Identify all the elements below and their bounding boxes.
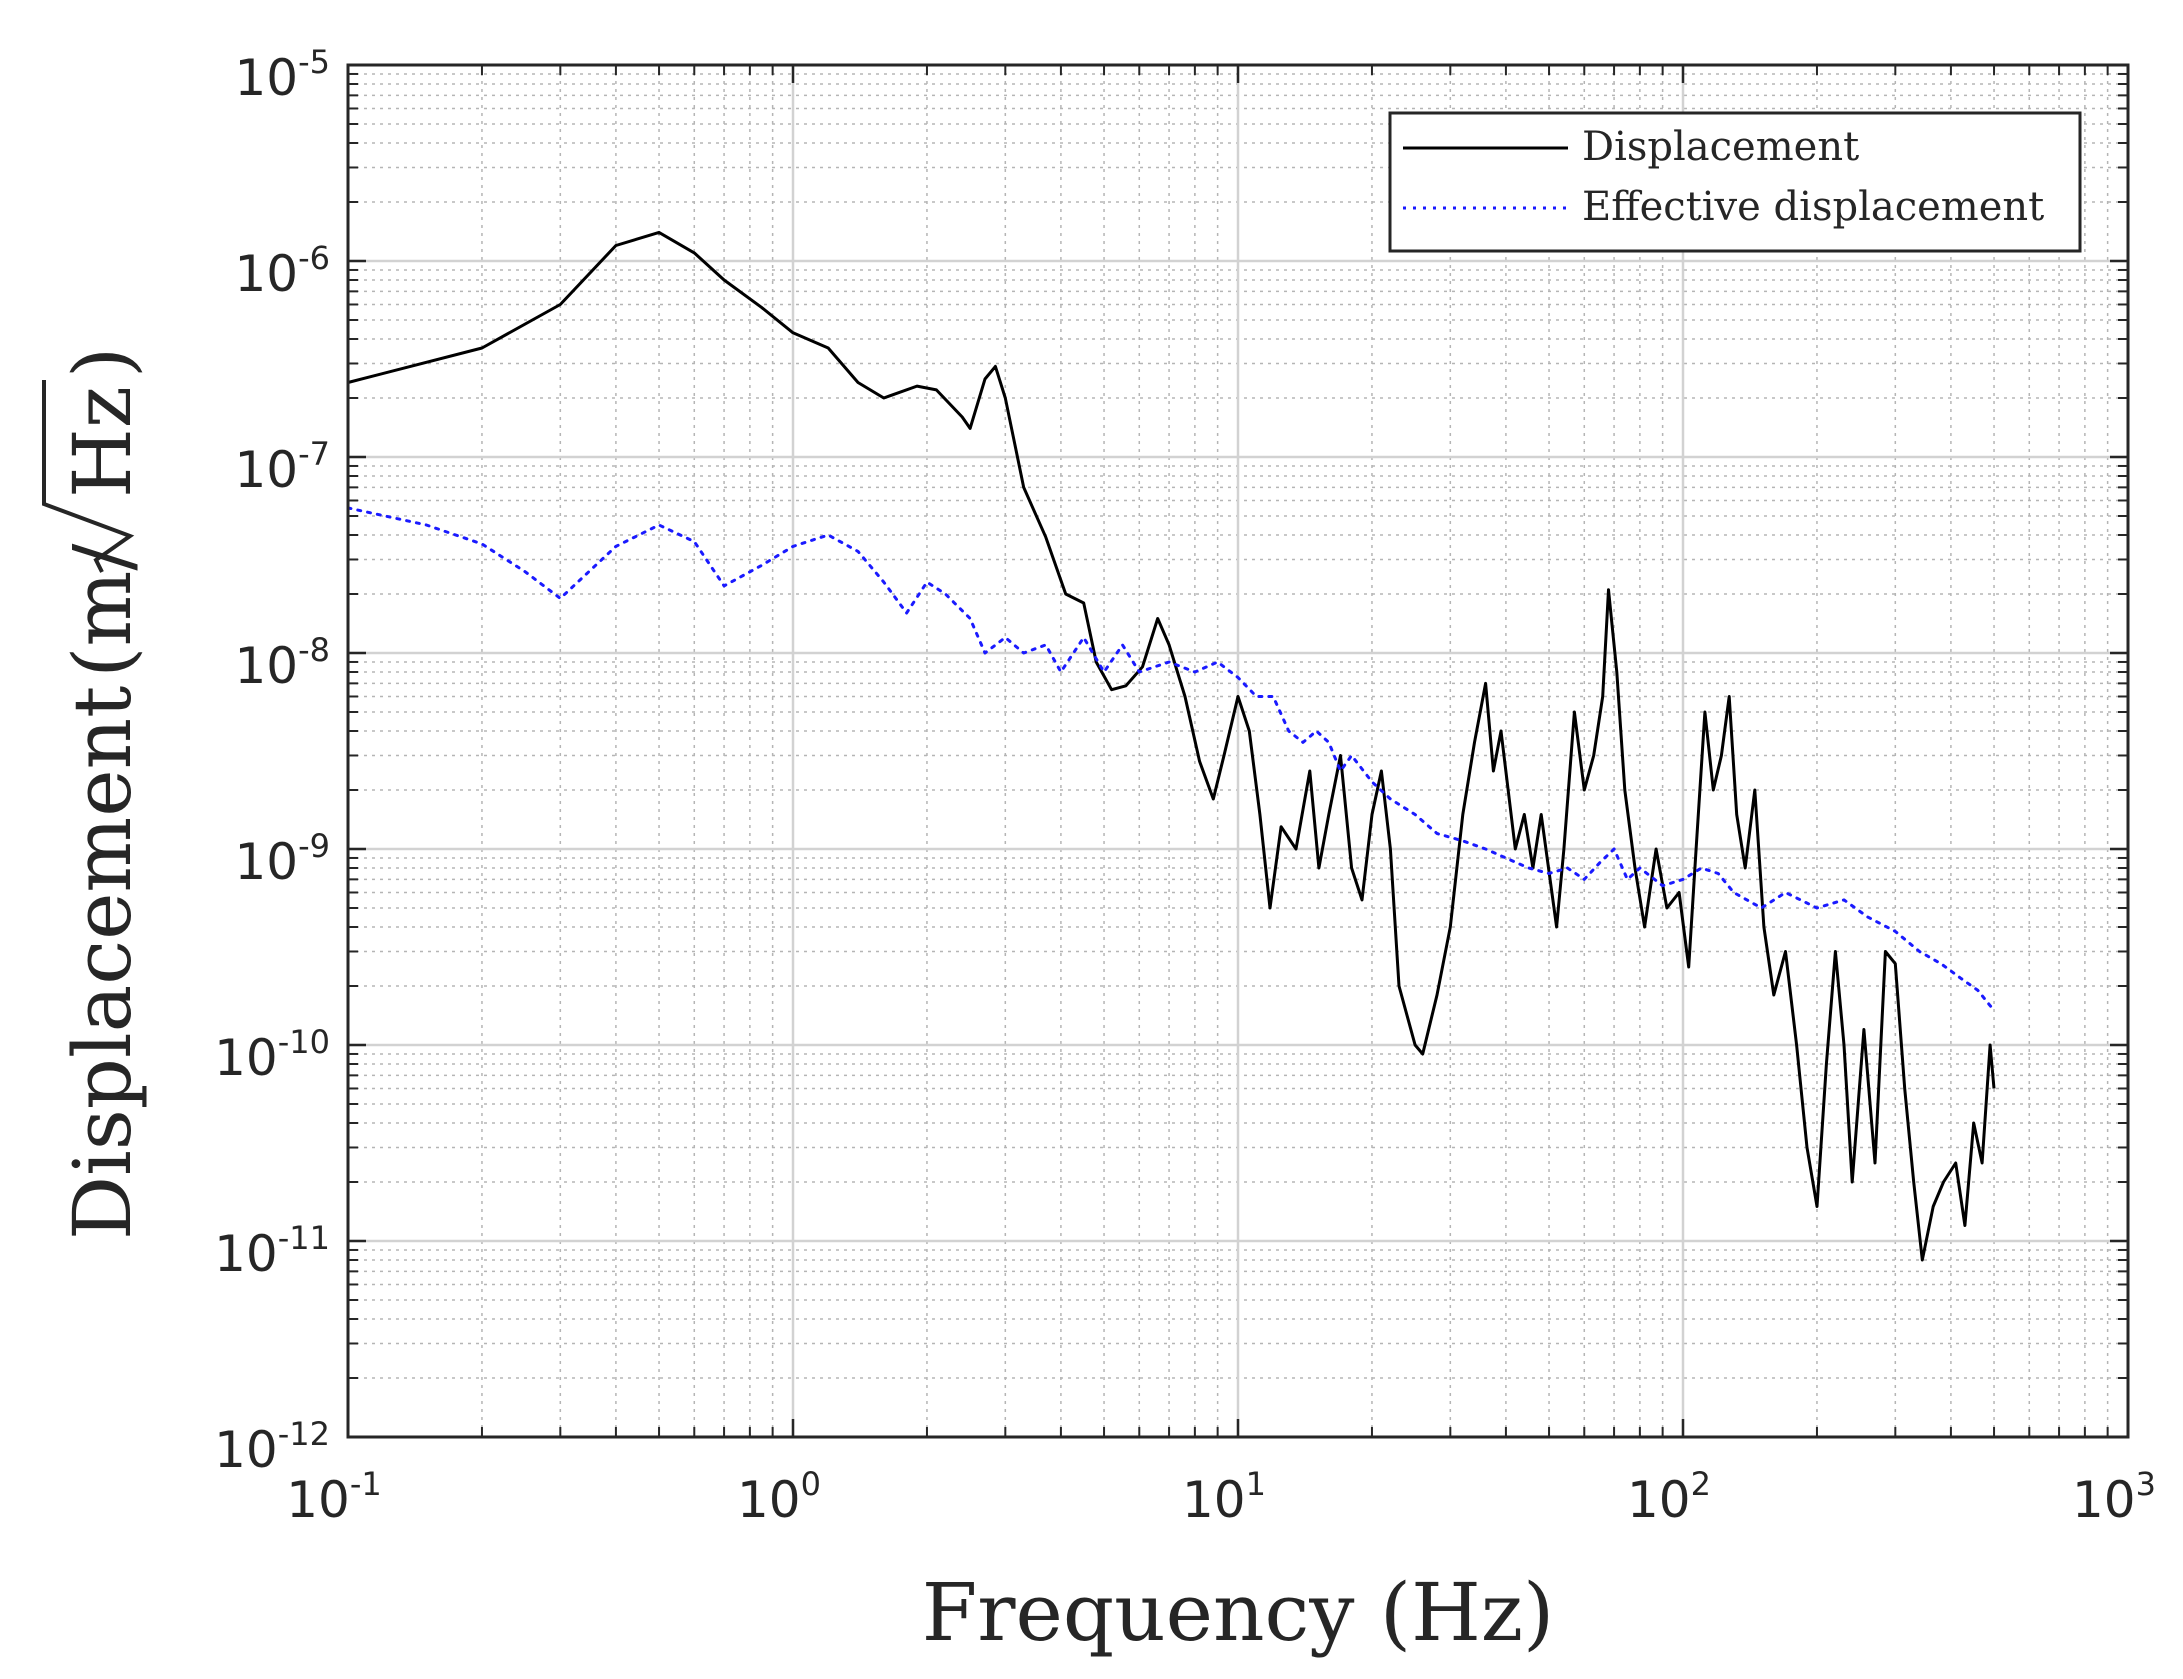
y-axis-title-unit-left: (m/ [56,544,149,678]
x-tick-label: 100 [737,1465,821,1529]
y-tick-base: 10 [234,245,298,303]
sqrt-symbol: Hz ) [42,347,149,573]
x-tick-base: 10 [737,1471,801,1529]
y-tick-label: 10-7 [234,435,330,499]
y-tick-exponent: -7 [298,435,330,473]
y-tick-label: 10-6 [234,239,330,303]
legend-label-displacement: Displacement [1582,124,1859,170]
x-tick-label: 10-1 [286,1465,382,1529]
x-tick-exponent: -1 [350,1465,382,1503]
x-tick-labels: 10-1 100 101 102 103 [286,1465,2156,1529]
x-tick-base: 10 [286,1471,350,1529]
y-axis-title-prefix: Displacement [56,686,149,1240]
x-tick-base: 10 [1182,1471,1246,1529]
y-tick-base: 10 [214,1029,278,1087]
y-tick-base: 10 [234,49,298,107]
x-tick-label: 102 [1627,1465,1711,1529]
x-tick-label: 103 [2072,1465,2156,1529]
y-axis-title: Displacement(m/ Hz ) [42,347,149,1240]
legend: Displacement Effective displacement [1388,111,2082,253]
y-tick-exponent: -11 [278,1219,330,1257]
x-tick-exponent: 2 [1691,1465,1711,1503]
series-layer [346,230,1996,1262]
y-tick-label: 10-10 [214,1023,330,1087]
y-tick-label: 10-5 [234,43,330,107]
y-tick-exponent: -10 [278,1023,330,1061]
x-tick-base: 10 [1627,1471,1691,1529]
x-tick-exponent: 1 [1246,1465,1266,1503]
y-tick-label: 10-9 [234,827,330,891]
y-tick-base: 10 [234,637,298,695]
x-tick-label: 101 [1182,1465,1266,1529]
sqrt-radical [42,380,135,573]
y-tick-exponent: -6 [298,239,330,277]
tick-marks [346,63,2130,1439]
y-tick-label: 10-11 [214,1219,330,1283]
x-tick-exponent: 3 [2136,1465,2156,1503]
x-tick-exponent: 0 [801,1465,821,1503]
y-tick-exponent: -5 [298,43,330,81]
y-tick-exponent: -8 [298,631,330,669]
y-tick-base: 10 [214,1421,278,1479]
legend-box [1388,111,2082,253]
y-tick-base: 10 [234,833,298,891]
y-tick-label: 10-8 [234,631,330,695]
y-tick-label: 10-12 [214,1415,330,1479]
y-tick-base: 10 [234,441,298,499]
y-tick-exponent: -9 [298,827,330,865]
series-line-effective-displacement [346,506,1996,1012]
y-tick-base: 10 [214,1225,278,1283]
y-axis-title-text: Displacement(m/ [56,544,149,1240]
y-tick-exponent: -12 [278,1415,330,1453]
series-line-displacement [347,230,1996,1262]
x-tick-base: 10 [2072,1471,2136,1529]
y-axis-title-unit-right: ) [56,347,149,378]
y-axis-title-root: Hz [56,386,149,498]
legend-label-effective: Effective displacement [1582,184,2044,230]
x-axis-title: Frequency (Hz) [922,1566,1554,1659]
